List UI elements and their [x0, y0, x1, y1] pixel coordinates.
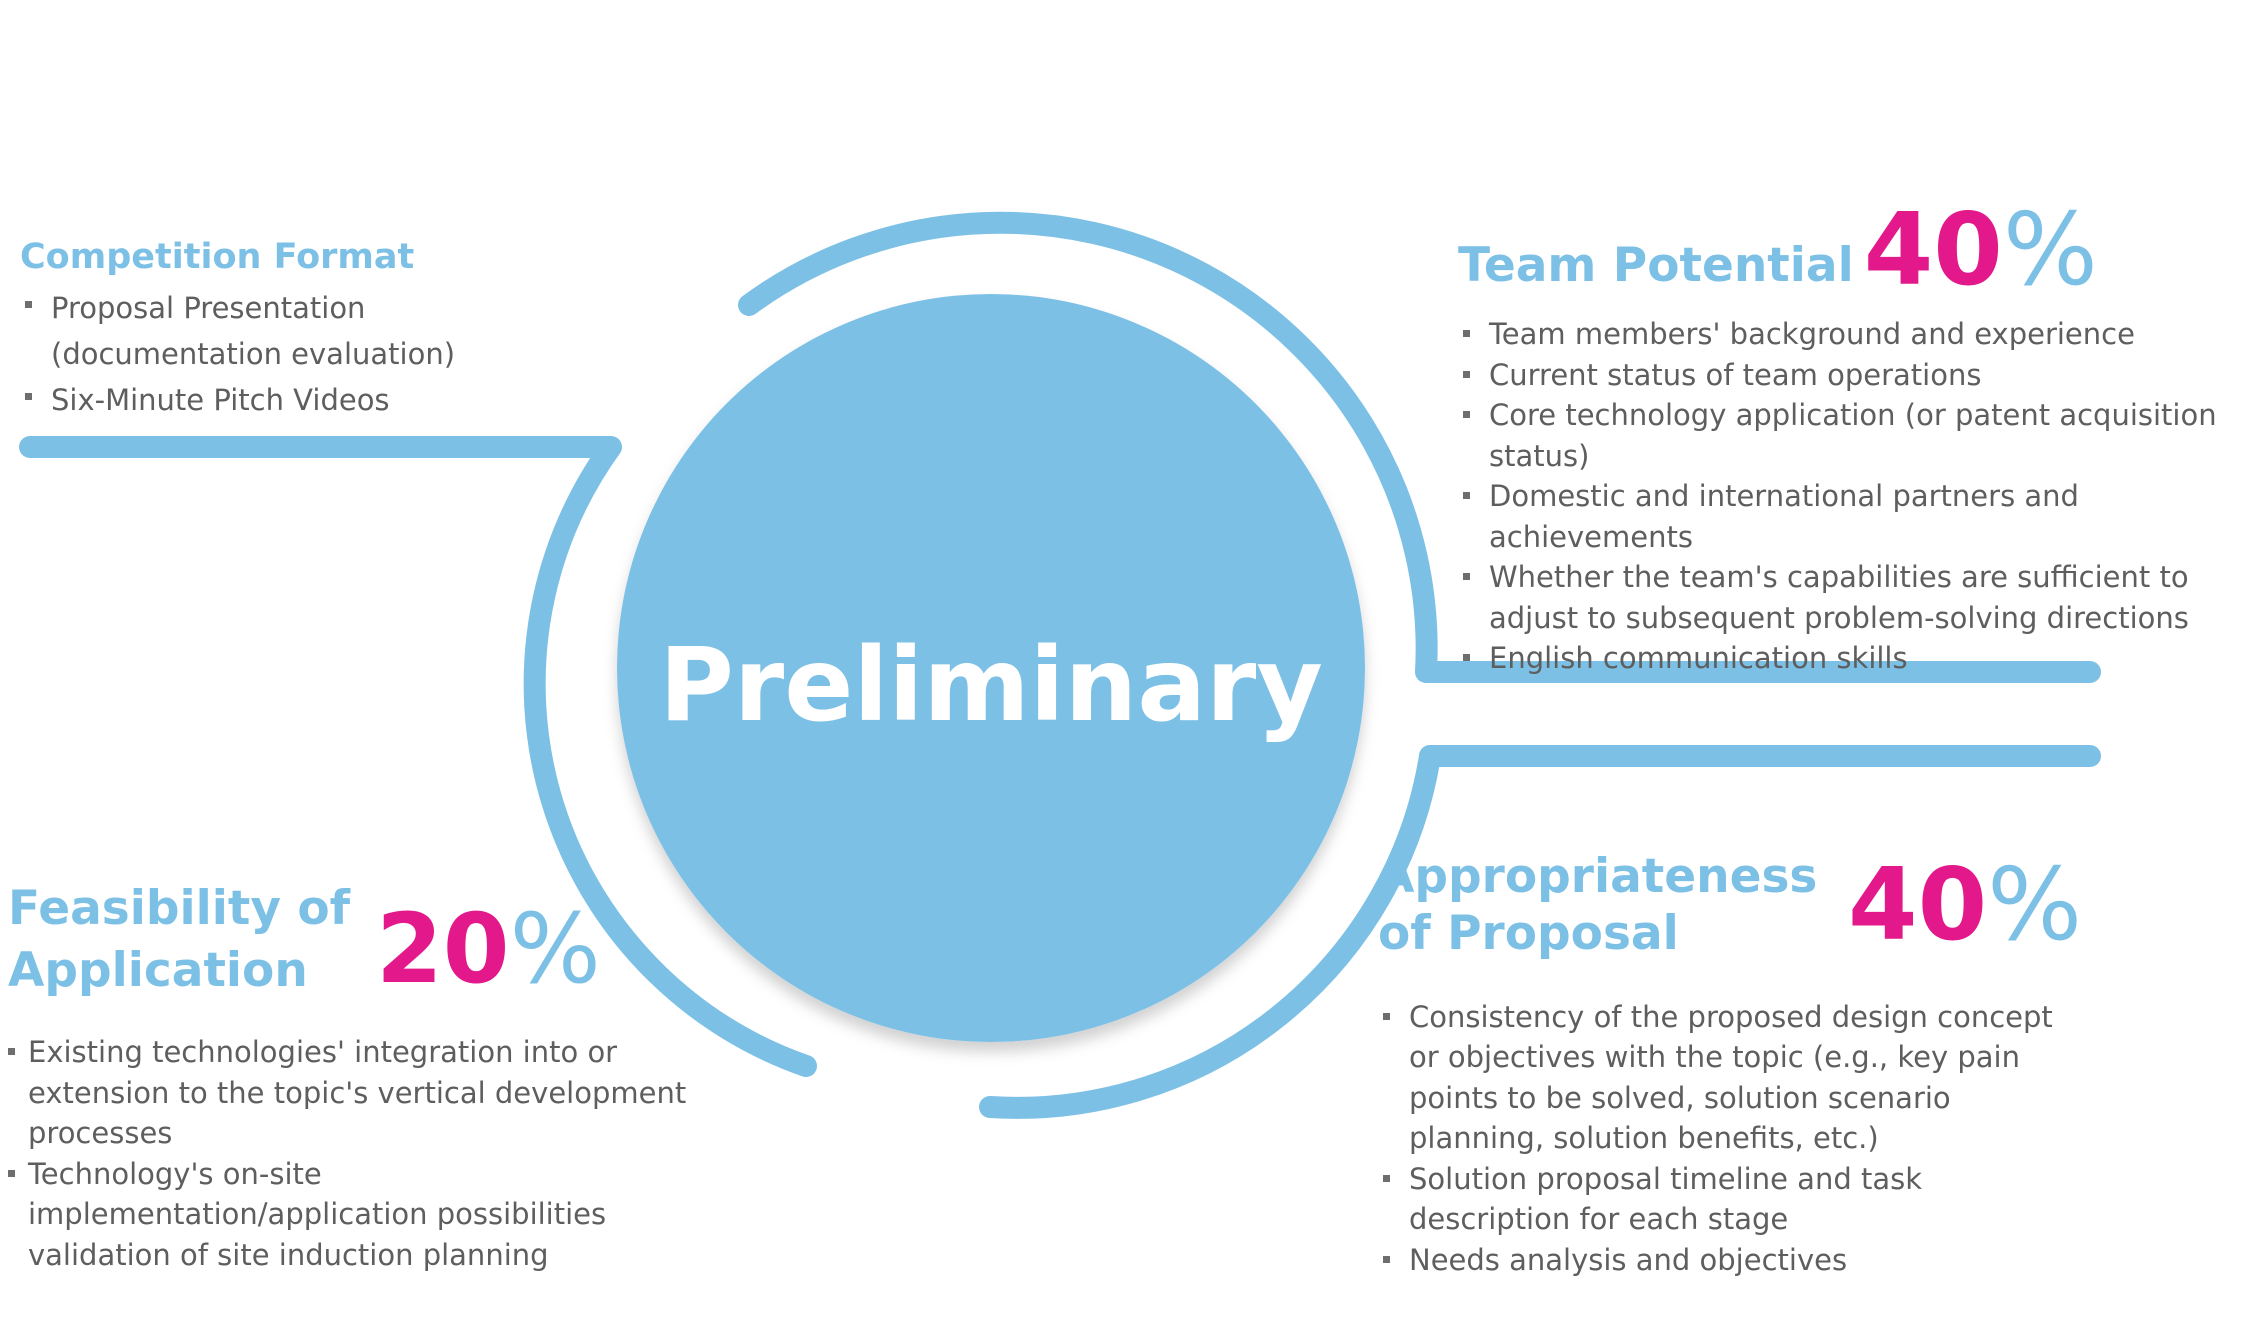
list-item: Proposal Presentation (documentation eva… — [20, 285, 540, 377]
arc-bottom — [979, 745, 2101, 1119]
list-item: Technology's on-site implementation/appl… — [8, 1154, 728, 1276]
list-item: Needs analysis and objectives — [1378, 1240, 2068, 1281]
list-item: English communication skills — [1458, 638, 2248, 679]
list-item: Six-Minute Pitch Videos — [20, 377, 540, 423]
list-item: Core technology application (or patent a… — [1458, 395, 2248, 476]
feasibility-block: Feasibility of Application 20% Existing … — [8, 878, 728, 1275]
center-circle — [617, 294, 1365, 1042]
list-item: Whether the team's capabilities are suff… — [1458, 557, 2248, 638]
appropriateness-heading: Appropriateness of Proposal — [1378, 849, 1818, 962]
list-item: Consistency of the proposed design conce… — [1378, 997, 2068, 1159]
percent-sign: % — [2002, 191, 2098, 308]
team-potential-header: Team Potential 40% — [1458, 200, 2248, 300]
connector-line-format — [19, 436, 817, 1077]
feasibility-header: Feasibility of Application 20% — [8, 878, 728, 1002]
appropriateness-header: Appropriateness of Proposal 40% — [1378, 848, 2238, 963]
percent-number: 40 — [1863, 191, 2003, 308]
percent-number: 40 — [1848, 846, 1988, 964]
appropriateness-percent: 40% — [1848, 855, 2082, 955]
team-potential-percent: 40% — [1864, 200, 2098, 300]
arc-top — [738, 211, 2101, 683]
center-title: Preliminary — [659, 626, 1323, 745]
competition-format-block: Competition Format Proposal Presentation… — [20, 236, 540, 423]
percent-sign: % — [509, 893, 601, 1006]
appropriateness-block: Appropriateness of Proposal 40% Consiste… — [1378, 848, 2238, 1280]
feasibility-list: Existing technologies' integration into … — [8, 1032, 728, 1275]
list-item: Solution proposal timeline and task desc… — [1378, 1159, 2068, 1240]
team-potential-block: Team Potential 40% Team members' backgro… — [1458, 200, 2248, 679]
list-item: Team members' background and experience — [1458, 314, 2248, 355]
feasibility-percent: 20% — [376, 901, 601, 1002]
percent-number: 20 — [376, 893, 510, 1006]
team-potential-list: Team members' background and experience … — [1458, 314, 2248, 679]
percent-sign: % — [1987, 846, 2083, 964]
competition-format-list: Proposal Presentation (documentation eva… — [20, 285, 540, 423]
appropriateness-list: Consistency of the proposed design conce… — [1378, 997, 2068, 1281]
list-item: Domestic and international partners and … — [1458, 476, 2248, 557]
list-item: Current status of team operations — [1458, 355, 2248, 396]
list-item: Existing technologies' integration into … — [8, 1032, 728, 1154]
competition-format-heading: Competition Format — [20, 237, 415, 277]
team-potential-heading: Team Potential — [1458, 237, 1854, 293]
feasibility-heading: Feasibility of Application — [8, 881, 351, 999]
